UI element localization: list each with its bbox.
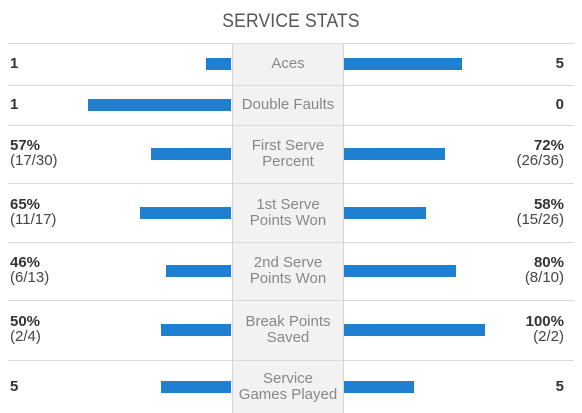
left-player-bar bbox=[140, 206, 231, 219]
right-value-main: 100% bbox=[525, 313, 564, 330]
left-player-bar bbox=[151, 148, 231, 160]
left-player-value: 50% (2/4) bbox=[10, 314, 41, 344]
right-value-main: 80% bbox=[533, 254, 564, 271]
stat-label-line: 1st Serve bbox=[256, 195, 320, 213]
right-value-main: 58% bbox=[533, 195, 564, 213]
left-value-detail: (11/17) bbox=[10, 210, 57, 228]
left-player-value: 46% (6/13) bbox=[10, 255, 49, 285]
row-divider bbox=[8, 85, 574, 86]
right-player-bar bbox=[344, 148, 445, 160]
right-player-value: 100% (2/2) bbox=[526, 314, 564, 344]
stat-label-line: Games Played bbox=[238, 385, 338, 403]
left-player-value: 1 bbox=[10, 97, 18, 112]
right-value-detail: (2/2) bbox=[533, 328, 564, 345]
stat-label-line: Break Points bbox=[245, 313, 331, 330]
right-player-value: 58% (15/26) bbox=[516, 197, 564, 227]
left-value-main: 46% bbox=[10, 254, 41, 271]
right-player-bar bbox=[344, 380, 414, 393]
left-player-value: 1 bbox=[10, 56, 18, 71]
right-player-bar bbox=[344, 324, 485, 336]
row-divider bbox=[8, 43, 574, 44]
stat-label-line: Saved bbox=[266, 329, 310, 346]
row-divider bbox=[8, 360, 574, 361]
stat-label: Service Games Played bbox=[233, 369, 343, 403]
left-player-bar bbox=[161, 380, 231, 393]
stat-label-line: Percent bbox=[262, 153, 314, 170]
left-value-main: 50% bbox=[10, 313, 41, 330]
stat-label-line: Aces bbox=[271, 55, 305, 72]
right-value-main: 5 bbox=[555, 55, 564, 72]
right-value-main: 72% bbox=[533, 137, 564, 154]
stat-label-line: Service bbox=[262, 369, 314, 387]
right-player-bar bbox=[344, 58, 462, 70]
stat-label: Double Faults bbox=[233, 97, 343, 113]
right-value-detail: (26/36) bbox=[516, 152, 564, 169]
right-player-value: 80% (8/10) bbox=[525, 255, 564, 285]
stat-label-line: Points Won bbox=[249, 211, 327, 229]
stat-label: 2nd Serve Points Won bbox=[233, 255, 343, 287]
right-player-value: 72% (26/36) bbox=[516, 138, 564, 168]
left-player-bar bbox=[166, 265, 231, 277]
left-player-bar bbox=[88, 99, 231, 111]
stat-label: Break Points Saved bbox=[233, 314, 343, 346]
right-value-detail: (15/26) bbox=[516, 210, 564, 228]
left-value-main: 1 bbox=[10, 96, 19, 113]
left-player-value: 57% (17/30) bbox=[10, 138, 58, 168]
stat-label: First Serve Percent bbox=[233, 138, 343, 170]
row-divider bbox=[8, 242, 574, 243]
stat-label-column bbox=[232, 43, 344, 413]
right-player-bar bbox=[344, 265, 456, 277]
left-player-bar bbox=[161, 324, 231, 336]
left-value-detail: (17/30) bbox=[10, 152, 58, 169]
right-player-value: 5 bbox=[556, 56, 564, 71]
right-value-main: 0 bbox=[555, 96, 564, 113]
right-player-value: 5 bbox=[556, 379, 564, 394]
stat-label-line: First Serve bbox=[251, 137, 325, 154]
left-value-detail: (6/13) bbox=[10, 269, 50, 286]
left-value-main: 65% bbox=[10, 195, 41, 213]
stat-label-line: 2nd Serve bbox=[253, 254, 323, 271]
right-player-bar bbox=[344, 206, 426, 219]
left-value-main: 1 bbox=[10, 55, 19, 72]
left-value-main: 57% bbox=[10, 137, 41, 154]
right-value-main: 5 bbox=[555, 377, 564, 395]
row-divider bbox=[8, 183, 574, 184]
section-title: SERVICE STATS bbox=[222, 11, 360, 32]
right-player-value: 0 bbox=[556, 97, 564, 112]
stat-label: 1st Serve Points Won bbox=[233, 195, 343, 229]
stat-label: Aces bbox=[233, 56, 343, 72]
stat-label-line: Points Won bbox=[249, 270, 327, 287]
right-value-detail: (8/10) bbox=[524, 269, 564, 286]
stat-label-line: Double Faults bbox=[241, 96, 335, 113]
left-value-detail: (2/4) bbox=[10, 328, 41, 345]
left-player-value: 65% (11/17) bbox=[10, 197, 56, 227]
left-player-bar bbox=[206, 58, 231, 70]
left-player-value: 5 bbox=[10, 379, 18, 394]
row-divider bbox=[8, 300, 574, 301]
left-value-main: 5 bbox=[10, 377, 19, 395]
row-divider bbox=[8, 125, 574, 126]
